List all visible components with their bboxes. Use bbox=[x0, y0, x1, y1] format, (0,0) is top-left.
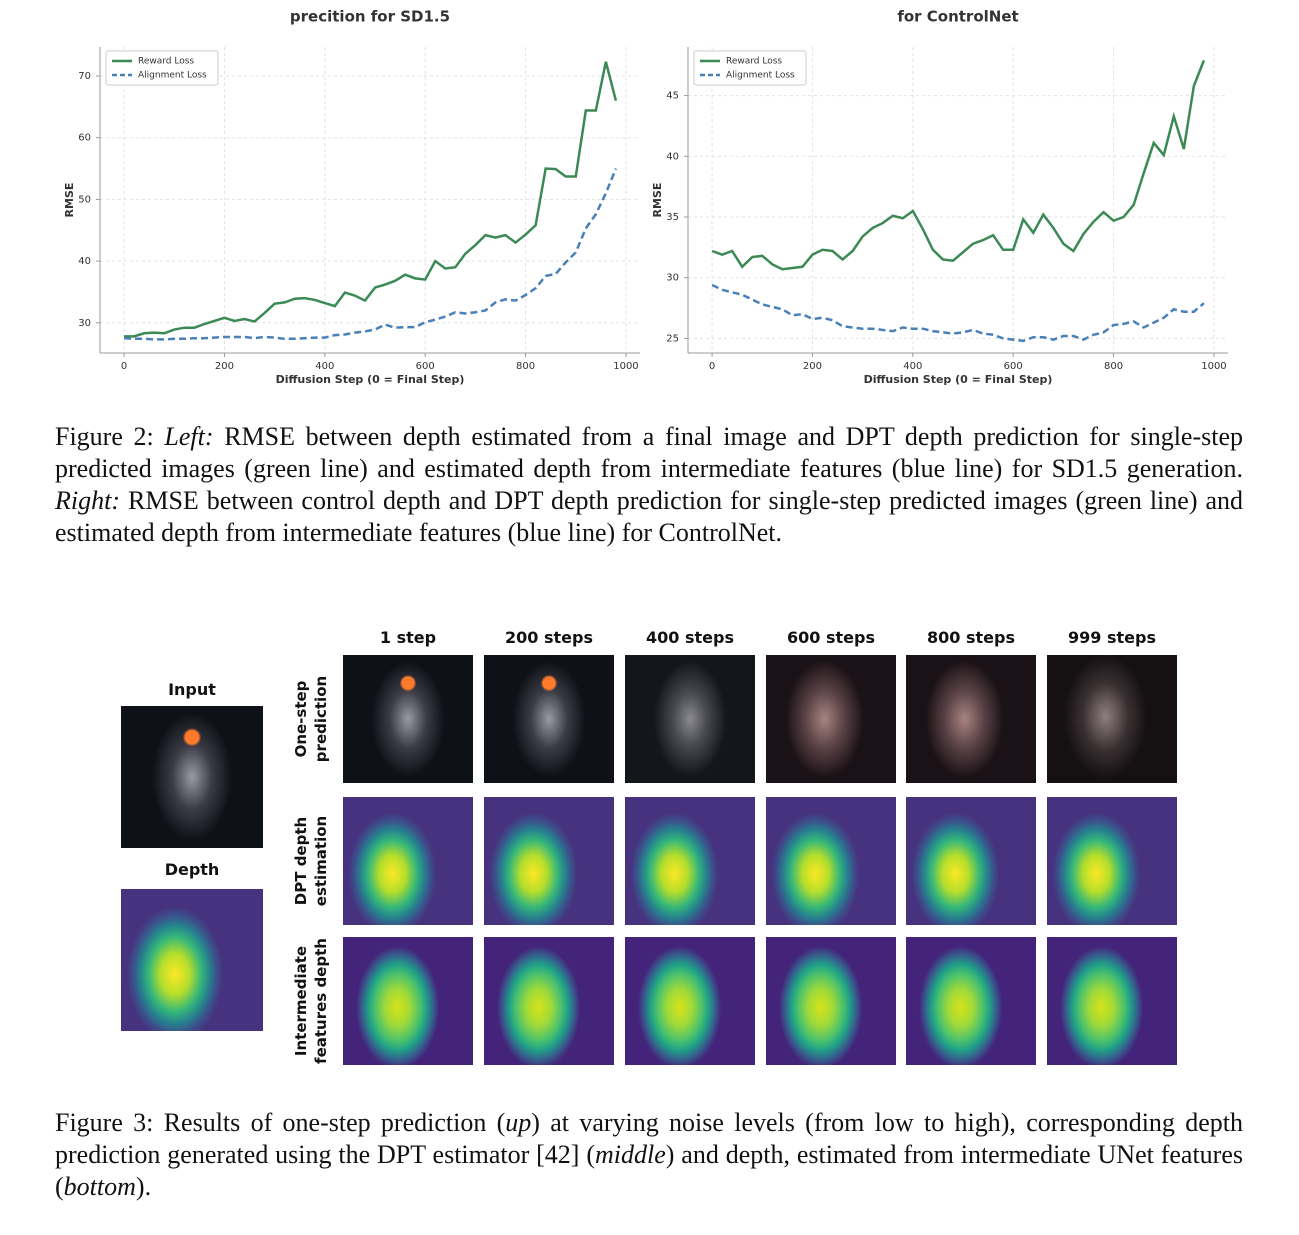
column-header: 200 steps bbox=[505, 628, 593, 647]
row-label-line: One-step bbox=[292, 680, 310, 758]
result-image bbox=[625, 937, 755, 1065]
caption-text: ) at varying noise levels (from low to h… bbox=[55, 1108, 1243, 1169]
result-image bbox=[906, 797, 1036, 925]
y-tick-label: 30 bbox=[78, 318, 91, 329]
legend-box bbox=[105, 50, 219, 86]
x-axis-label: Diffusion Step (0 = Final Step) bbox=[864, 373, 1053, 386]
depth-label: Depth bbox=[164, 860, 220, 879]
result-image bbox=[484, 937, 614, 1065]
column-header: 1 step bbox=[379, 628, 437, 647]
x-tick-label: 800 bbox=[516, 361, 535, 372]
data-line bbox=[124, 168, 618, 341]
y-axis-label: RMSE bbox=[651, 183, 664, 218]
row-label-line: DPT depth bbox=[292, 816, 310, 906]
x-tick-label: 600 bbox=[416, 361, 435, 372]
column-header: 400 steps bbox=[646, 628, 734, 647]
x-tick-label: 0 bbox=[709, 361, 715, 372]
column-header: 600 steps bbox=[787, 628, 875, 647]
x-tick-label: 800 bbox=[1104, 361, 1123, 372]
depth-image bbox=[121, 889, 263, 1031]
caption-text: RMSE between control depth and DPT depth… bbox=[55, 486, 1244, 547]
row-label-line: features depth bbox=[312, 938, 330, 1064]
chart-title: for ControlNet bbox=[897, 8, 1018, 26]
result-image bbox=[484, 655, 614, 783]
result-image bbox=[484, 797, 614, 925]
caption-text: ). bbox=[135, 1172, 152, 1201]
caption-emphasis: bottom bbox=[63, 1172, 136, 1201]
caption-emphasis: up bbox=[505, 1108, 532, 1137]
caption-text: ) and depth, estimated from intermediate… bbox=[55, 1140, 1243, 1201]
x-tick-label: 1000 bbox=[613, 361, 638, 372]
y-tick-label: 70 bbox=[78, 71, 91, 82]
y-tick-label: 25 bbox=[666, 333, 679, 344]
result-image bbox=[343, 655, 473, 783]
row-label-line: Intermediate bbox=[292, 945, 310, 1057]
row-label: One-step prediction bbox=[291, 654, 335, 784]
x-tick-label: 0 bbox=[121, 361, 127, 372]
x-tick-label: 600 bbox=[1004, 361, 1023, 372]
caption-emphasis: Left: bbox=[164, 422, 214, 451]
result-image bbox=[1047, 937, 1177, 1065]
result-image bbox=[625, 797, 755, 925]
legend-label: Reward Loss bbox=[138, 57, 194, 67]
data-line bbox=[711, 283, 1205, 343]
caption-text: Figure 3: Results of one-step prediction… bbox=[55, 1108, 506, 1137]
x-tick-label: 400 bbox=[903, 361, 922, 372]
result-image bbox=[1047, 655, 1177, 783]
result-image bbox=[343, 937, 473, 1065]
y-tick-label: 40 bbox=[666, 151, 679, 162]
row-label-line: estimation bbox=[312, 815, 330, 907]
legend-box bbox=[693, 50, 807, 86]
column-header: 800 steps bbox=[927, 628, 1015, 647]
data-line bbox=[711, 59, 1206, 271]
caption-text: RMSE between depth estimated from a fina… bbox=[55, 422, 1244, 483]
y-tick-label: 40 bbox=[78, 256, 91, 267]
result-image bbox=[1047, 797, 1177, 925]
column-header: 999 steps bbox=[1068, 628, 1156, 647]
row-label-line: prediction bbox=[312, 675, 330, 763]
row-label: DPT depth estimation bbox=[291, 796, 335, 926]
result-image bbox=[906, 655, 1036, 783]
caption-label: Figure 2: bbox=[55, 422, 154, 451]
legend-label: Alignment Loss bbox=[726, 71, 795, 81]
figure-2-caption: Figure 2: Left: RMSE between depth estim… bbox=[55, 421, 1243, 549]
result-image bbox=[766, 655, 896, 783]
result-image bbox=[343, 797, 473, 925]
x-tick-label: 200 bbox=[803, 361, 822, 372]
x-tick-label: 200 bbox=[215, 361, 234, 372]
input-image bbox=[121, 706, 263, 848]
result-image bbox=[625, 655, 755, 783]
legend-label: Reward Loss bbox=[726, 57, 782, 67]
x-tick-label: 1000 bbox=[1201, 361, 1226, 372]
result-image bbox=[906, 937, 1036, 1065]
y-tick-label: 30 bbox=[666, 273, 679, 284]
x-axis-label: Diffusion Step (0 = Final Step) bbox=[276, 373, 465, 386]
figure-3-caption: Figure 3: Results of one-step prediction… bbox=[55, 1107, 1243, 1203]
x-tick-label: 400 bbox=[315, 361, 334, 372]
y-tick-label: 35 bbox=[666, 212, 679, 223]
caption-emphasis: Right: bbox=[55, 486, 120, 515]
input-label: Input bbox=[168, 680, 216, 699]
y-tick-label: 45 bbox=[666, 91, 679, 102]
result-image bbox=[766, 937, 896, 1065]
y-tick-label: 50 bbox=[78, 194, 91, 205]
caption-emphasis: middle bbox=[595, 1140, 666, 1169]
y-axis-label: RMSE bbox=[63, 183, 76, 218]
row-label: Intermediate features depth bbox=[291, 936, 335, 1066]
y-tick-label: 60 bbox=[78, 133, 91, 144]
result-image bbox=[766, 797, 896, 925]
data-line bbox=[124, 61, 618, 338]
chart-title: precition for SD1.5 bbox=[290, 8, 450, 26]
legend-label: Alignment Loss bbox=[138, 71, 207, 81]
